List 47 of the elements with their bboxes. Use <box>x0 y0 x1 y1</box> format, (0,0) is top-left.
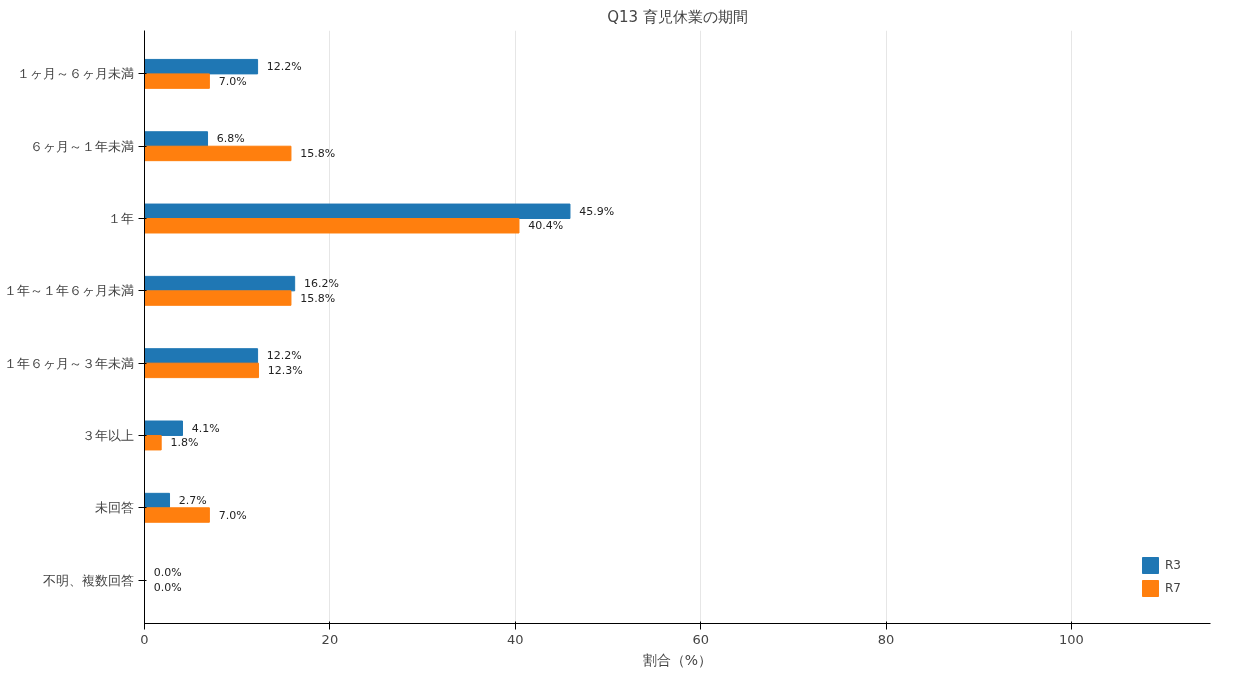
x-tick-label: 60 <box>692 631 709 647</box>
data-label: 12.3% <box>267 363 303 377</box>
bar <box>144 58 259 75</box>
data-label: 0.0% <box>153 566 182 580</box>
bar <box>144 131 209 147</box>
x-tick-label: 0 <box>140 631 149 647</box>
data-label: 6.8% <box>216 132 245 146</box>
y-tick-label: １年 <box>107 211 134 227</box>
data-label: 0.0% <box>153 580 182 594</box>
data-label: 16.2% <box>303 277 339 291</box>
x-axis-title: 割合（%） <box>642 651 713 668</box>
legend-label: R3 <box>1165 558 1182 572</box>
data-label: 15.8% <box>300 291 336 305</box>
data-label: 45.9% <box>579 204 615 218</box>
bar <box>144 73 210 89</box>
bar <box>144 434 162 451</box>
data-label: 4.1% <box>191 421 220 435</box>
bar <box>144 203 571 220</box>
bar <box>144 507 210 523</box>
x-tick-label: 80 <box>877 631 895 647</box>
bar <box>144 420 184 436</box>
y-tick-label: １年～１年６ヶ月未満 <box>3 283 134 299</box>
data-label: 2.7% <box>178 494 207 508</box>
data-label: 7.0% <box>218 74 247 88</box>
x-tick-label: 20 <box>321 631 339 647</box>
y-tick-label: １年６ヶ月～３年未満 <box>3 355 134 371</box>
y-tick-label: ３年以上 <box>81 427 134 443</box>
y-tick-label: 未回答 <box>94 500 134 516</box>
data-label: 40.4% <box>528 219 564 233</box>
data-label: 15.8% <box>300 146 336 160</box>
bar <box>144 275 296 292</box>
data-label: 7.0% <box>218 508 247 522</box>
y-tick-label: １ヶ月～６ヶ月未満 <box>16 66 134 82</box>
data-label: 12.2% <box>266 60 302 74</box>
legend-label: R7 <box>1165 581 1182 595</box>
bar <box>144 145 292 162</box>
bar <box>144 290 292 306</box>
data-label: 1.8% <box>170 436 199 450</box>
bar <box>144 362 260 379</box>
data-label: 12.2% <box>266 349 302 363</box>
y-tick-label: ６ヶ月～１年未満 <box>29 138 134 154</box>
x-tick-label: 100 <box>1059 631 1084 647</box>
bar <box>144 218 520 234</box>
x-tick-label: 40 <box>507 631 524 647</box>
chart-title: Q13 育児休業の期間 <box>607 7 748 26</box>
bar <box>144 348 259 364</box>
y-tick-label: 不明、複数回答 <box>42 572 134 588</box>
